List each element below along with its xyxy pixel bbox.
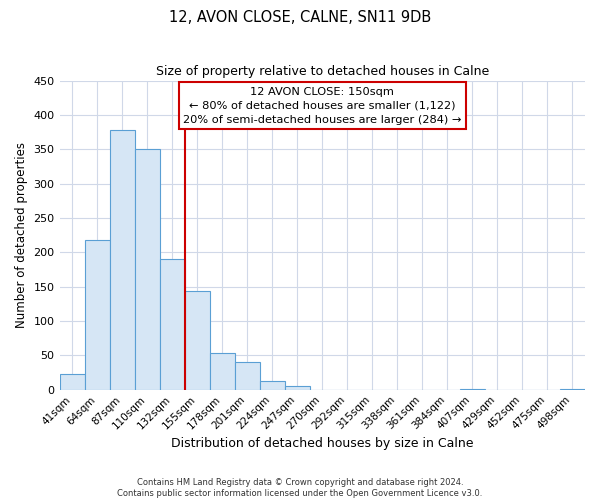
Text: 12, AVON CLOSE, CALNE, SN11 9DB: 12, AVON CLOSE, CALNE, SN11 9DB bbox=[169, 10, 431, 25]
Bar bbox=[460, 389, 485, 390]
X-axis label: Distribution of detached houses by size in Calne: Distribution of detached houses by size … bbox=[171, 437, 473, 450]
Bar bbox=[110, 130, 134, 390]
Bar bbox=[160, 259, 185, 390]
Bar bbox=[209, 352, 235, 390]
Title: Size of property relative to detached houses in Calne: Size of property relative to detached ho… bbox=[155, 65, 489, 78]
Bar bbox=[260, 381, 285, 390]
Bar bbox=[235, 362, 260, 390]
Bar bbox=[134, 150, 160, 390]
Bar bbox=[85, 240, 110, 390]
Y-axis label: Number of detached properties: Number of detached properties bbox=[15, 142, 28, 328]
Bar bbox=[285, 386, 310, 390]
Bar bbox=[560, 389, 585, 390]
Bar bbox=[185, 292, 209, 390]
Bar bbox=[59, 374, 85, 390]
Text: 12 AVON CLOSE: 150sqm
← 80% of detached houses are smaller (1,122)
20% of semi-d: 12 AVON CLOSE: 150sqm ← 80% of detached … bbox=[183, 86, 461, 124]
Text: Contains HM Land Registry data © Crown copyright and database right 2024.
Contai: Contains HM Land Registry data © Crown c… bbox=[118, 478, 482, 498]
